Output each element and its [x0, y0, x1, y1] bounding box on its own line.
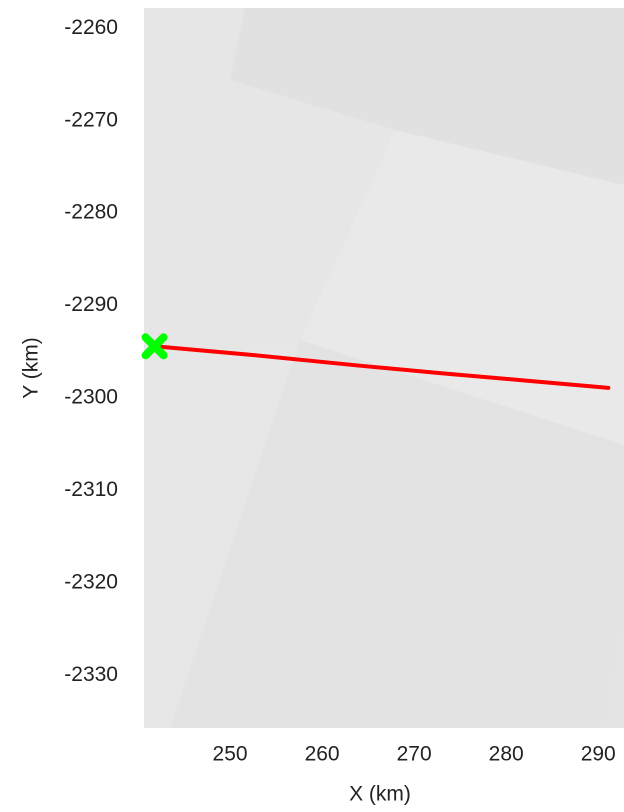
map-tile [144, 340, 300, 728]
x-axis-title: X (km) [349, 783, 411, 806]
x-tick-label: 270 [397, 743, 432, 766]
x-tick-label: 280 [489, 743, 524, 766]
y-tick-label: -2320 [64, 570, 118, 593]
x-tick-label: 290 [581, 743, 616, 766]
map-tile [230, 8, 624, 185]
x-tick-label: 260 [305, 743, 340, 766]
y-tick-label: -2270 [64, 108, 118, 131]
y-tick-label: -2300 [64, 386, 118, 409]
map-tile [170, 340, 624, 728]
y-tick-label: -2260 [64, 16, 118, 39]
y-tick-label: -2280 [64, 201, 118, 224]
y-tick-label: -2330 [64, 663, 118, 686]
data-line [152, 344, 611, 390]
y-axis-title: Y (km) [20, 337, 43, 398]
x-tick-label: 250 [213, 743, 248, 766]
start-marker [141, 333, 168, 360]
y-tick-label: -2310 [64, 478, 118, 501]
y-tick-label: -2290 [64, 293, 118, 316]
